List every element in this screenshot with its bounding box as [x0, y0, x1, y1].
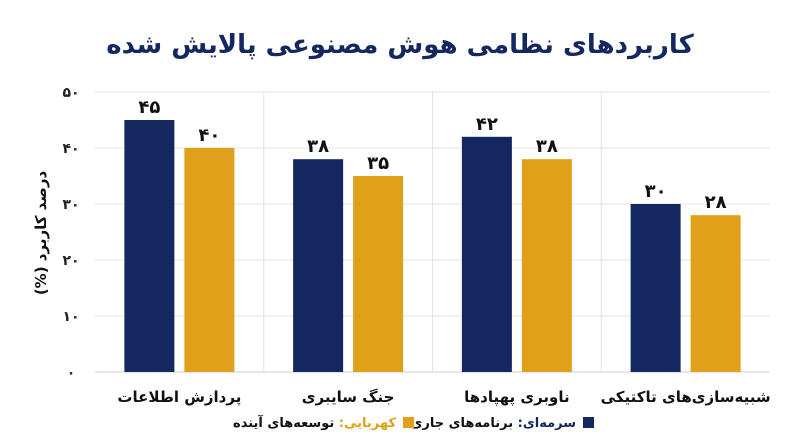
bars: [124, 120, 741, 372]
data-label: ۳۸: [536, 136, 558, 157]
data-label: ۴۰: [198, 125, 220, 146]
legend-swatch: [583, 417, 594, 428]
data-label: ۴۲: [476, 114, 498, 135]
y-axis-label: درصد کاربرد (%): [32, 171, 50, 296]
chart-title: کاربردهای نظامی هوش مصنوعی پالایش شده: [106, 30, 694, 60]
y-tick-label: ۱۰: [62, 309, 79, 325]
y-axis-ticks: ۰ ۱۰ ۲۰ ۳۰ ۴۰ ۵۰: [62, 85, 79, 381]
legend-label: سرمه‌ای: برنامه‌های جاری: [410, 416, 576, 431]
bar: [353, 176, 404, 372]
bar: [630, 204, 681, 372]
data-label: ۳۰: [645, 181, 667, 202]
y-tick-label: ۲۰: [62, 253, 79, 269]
y-tick-label: ۰: [67, 365, 76, 381]
data-label: ۴۵: [138, 97, 160, 118]
y-tick-label: ۳۰: [62, 197, 79, 213]
y-tick-label: ۴۰: [62, 141, 79, 157]
data-labels: ۴۵ ۴۰ ۳۸ ۳۵ ۴۲ ۳۸ ۳۰ ۲۸: [138, 97, 726, 213]
data-label: ۳۸: [307, 136, 329, 157]
bar: [521, 159, 572, 372]
category-label: پردازش اطلاعات: [117, 388, 241, 407]
bar: [184, 148, 235, 372]
bar: [293, 159, 344, 372]
legend-color-prefix: سرمه‌ای:: [513, 416, 576, 431]
category-label: شبیه‌سازی‌های تاکتیکی: [601, 388, 771, 406]
legend-color-prefix: کهربایی:: [334, 416, 396, 431]
legend-label: کهربایی: توسعه‌های آینده: [233, 414, 396, 431]
bar: [124, 120, 175, 372]
legend-swatch: [403, 417, 414, 428]
legend-series-name: برنامه‌های جاری: [410, 416, 513, 431]
bar: [461, 136, 512, 372]
category-label: ناوبری پهپادها: [464, 388, 570, 407]
category-label: جنگ سایبری: [302, 388, 395, 406]
legend-series-name: توسعه‌های آینده: [233, 414, 334, 431]
legend: سرمه‌ای: برنامه‌های جاری کهربایی: توسعه‌ه…: [233, 414, 594, 431]
data-label: ۲۸: [705, 192, 727, 213]
bar: [690, 215, 741, 372]
x-axis-categories: پردازش اطلاعات جنگ سایبری ناوبری پهپادها شب…: [117, 388, 770, 407]
y-tick-label: ۵۰: [62, 85, 79, 101]
data-label: ۳۵: [367, 153, 389, 174]
